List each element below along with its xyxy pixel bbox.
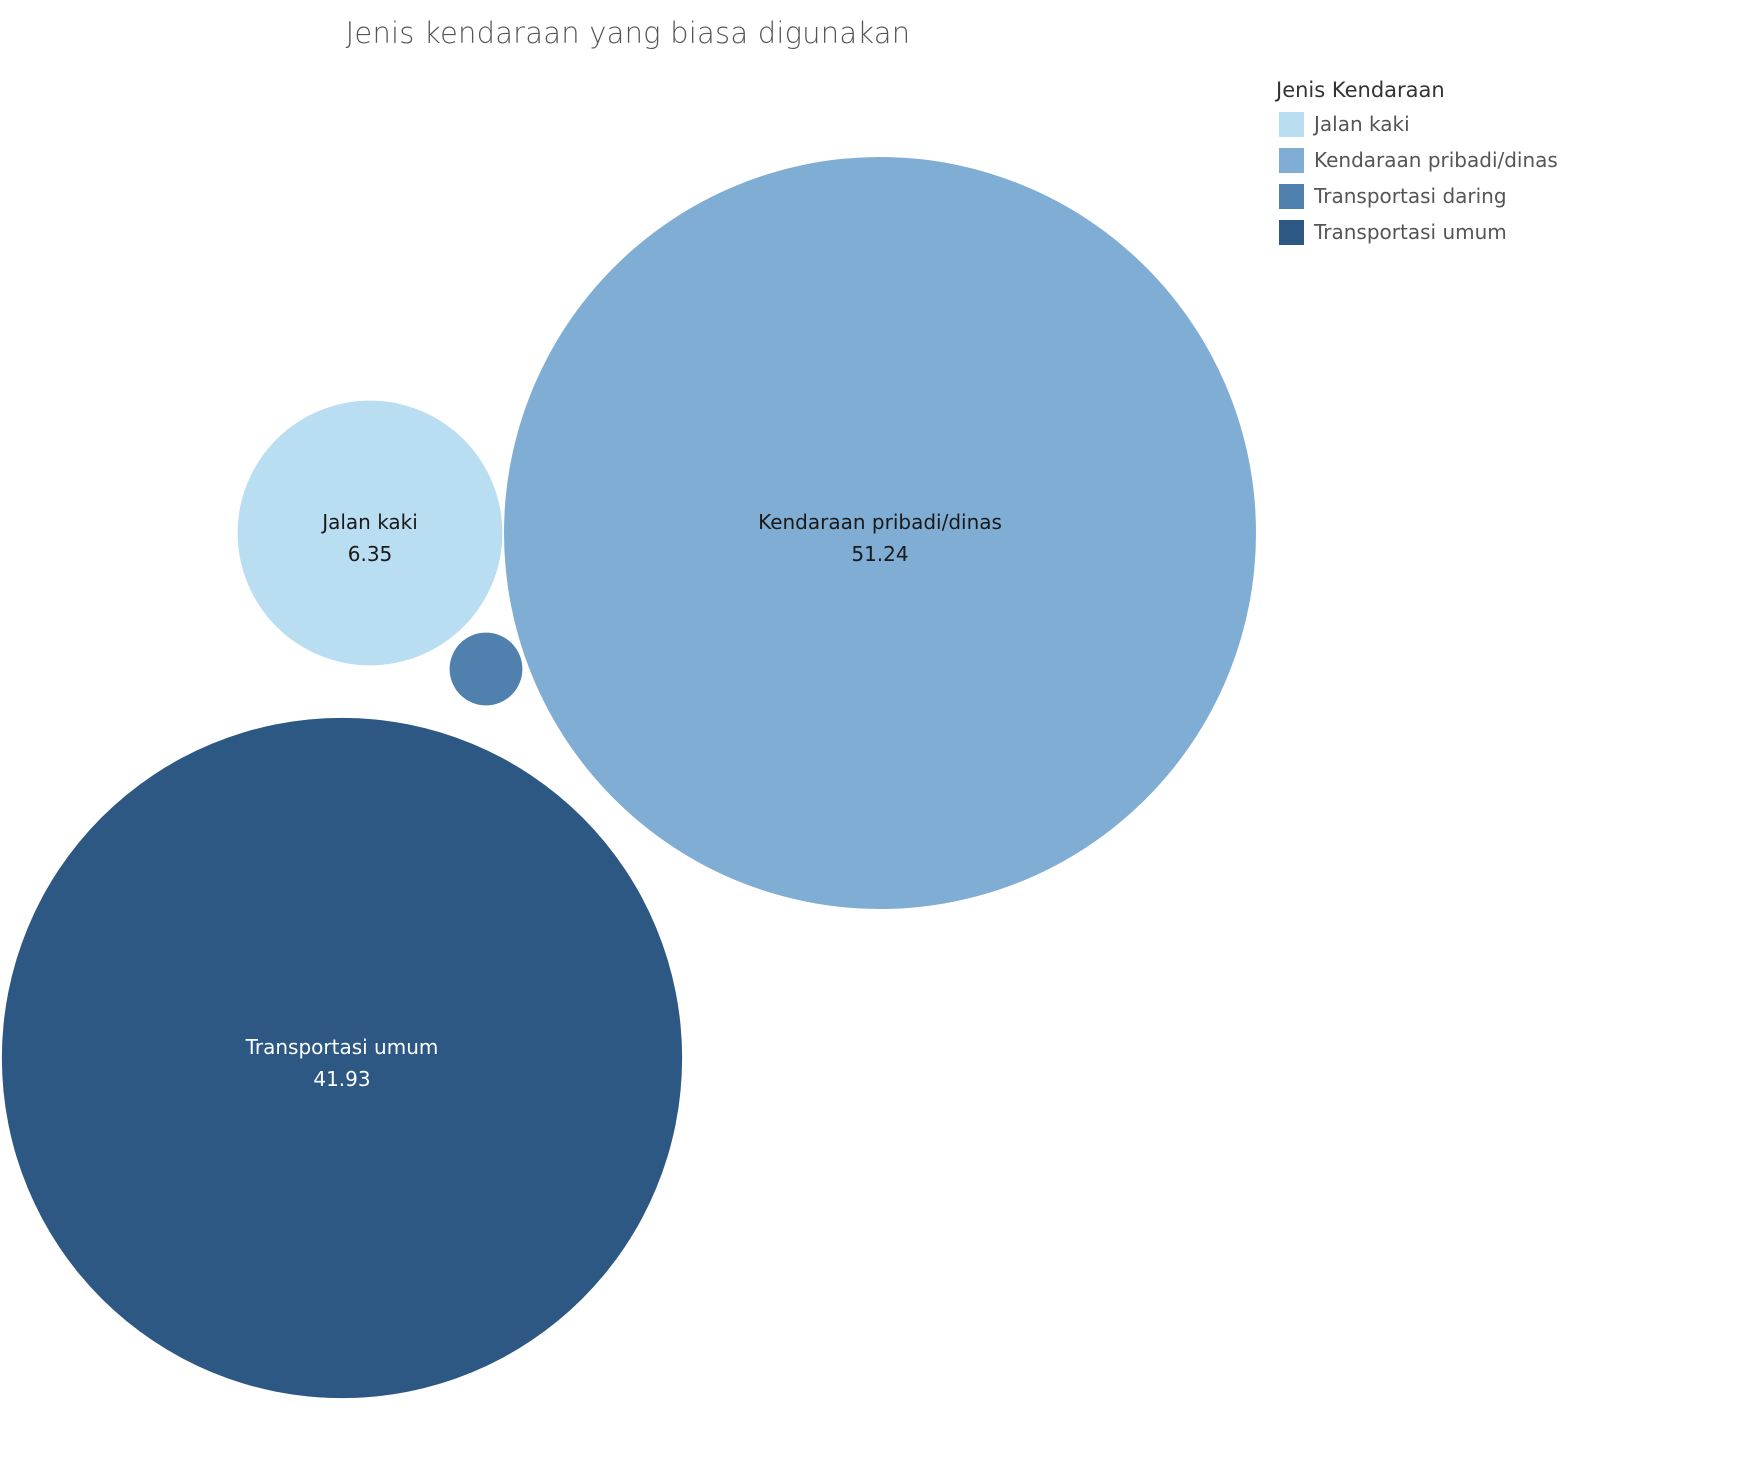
legend-item[interactable]: Kendaraan pribadi/dinas xyxy=(1276,142,1756,178)
bubble-transportasi-daring[interactable] xyxy=(449,632,523,706)
bubble-value-label: 51.24 xyxy=(851,542,908,566)
legend-swatch xyxy=(1279,111,1304,137)
legend-title: Jenis Kendaraan xyxy=(1276,78,1445,102)
bubble-group-transportasi-daring xyxy=(449,632,523,706)
legend-swatch xyxy=(1279,147,1304,173)
legend-swatch xyxy=(1279,219,1304,245)
bubble-group-kendaraan-pribadi-dinas: Kendaraan pribadi/dinas 51.24 xyxy=(504,157,1256,909)
legend-label: Transportasi umum xyxy=(1314,220,1507,244)
legend-swatch xyxy=(1279,183,1304,209)
bubble-kendaraan-pribadi-dinas[interactable] xyxy=(504,157,1256,909)
legend-label: Jalan kaki xyxy=(1314,112,1410,136)
legend-label: Kendaraan pribadi/dinas xyxy=(1314,148,1558,172)
legend: Jenis Kendaraan Jalan kaki Kendaraan prib… xyxy=(1276,76,1756,250)
chart-title: Jenis kendaraan yang biasa digunakan xyxy=(345,16,911,50)
legend-item[interactable]: Transportasi daring xyxy=(1276,178,1756,214)
bubble-group-jalan-kaki: Jalan kaki 6.35 xyxy=(237,400,503,666)
legend-label: Transportasi daring xyxy=(1314,184,1507,208)
bubble-jalan-kaki[interactable] xyxy=(237,400,503,666)
bubble-transportasi-umum[interactable] xyxy=(1,717,683,1399)
bubble-chart: Kendaraan pribadi/dinas 51.24 Transportasi… xyxy=(1,157,1256,1399)
bubble-group-transportasi-umum: Transportasi umum 41.93 xyxy=(1,717,683,1399)
bubble-category-label: Transportasi umum xyxy=(245,1035,439,1059)
legend-item[interactable]: Jalan kaki xyxy=(1276,106,1756,142)
bubble-category-label: Kendaraan pribadi/dinas xyxy=(758,510,1002,534)
bubble-value-label: 41.93 xyxy=(313,1067,370,1091)
bubble-value-label: 6.35 xyxy=(348,542,393,566)
legend-items: Jalan kaki Kendaraan pribadi/dinas Transpo… xyxy=(1276,106,1756,250)
legend-item[interactable]: Transportasi umum xyxy=(1276,214,1756,250)
bubble-category-label: Jalan kaki xyxy=(320,510,418,534)
